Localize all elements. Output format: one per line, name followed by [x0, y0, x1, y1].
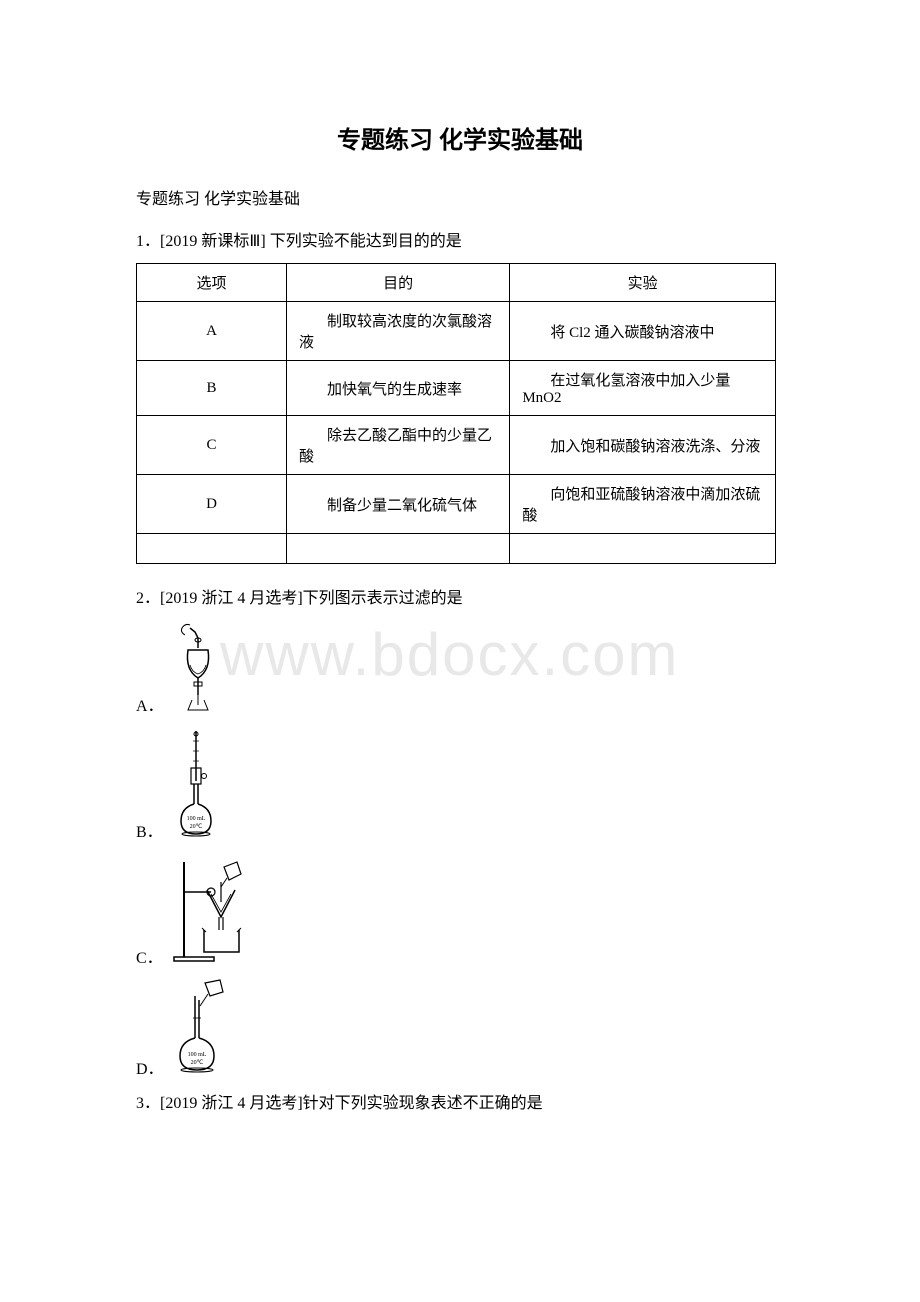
option-a-row: A．: [136, 620, 820, 720]
table-header: 目的: [287, 264, 510, 302]
table-row: C 除去乙酸乙酯中的少量乙酸 加入饱和碳酸钠溶液洗涤、分液: [137, 416, 776, 475]
question-2-prompt: 2．[2019 浙江 4 月选考]下列图示表示过滤的是: [100, 584, 820, 608]
table-cell: 制取较高浓度的次氯酸溶液: [287, 302, 510, 361]
option-d-label: D．: [136, 1055, 164, 1083]
table-cell: 制备少量二氧化硫气体: [287, 475, 510, 534]
table-cell: 向饱和亚硫酸钠溶液中滴加浓硫酸: [510, 475, 776, 534]
table-header: 实验: [510, 264, 776, 302]
option-a-label: A．: [136, 692, 164, 720]
table-cell: 在过氧化氢溶液中加入少量 MnO2: [510, 361, 776, 416]
separating-funnel-icon: [170, 620, 225, 720]
table-cell-empty: [137, 534, 287, 564]
table-cell: 除去乙酸乙酯中的少量乙酸: [287, 416, 510, 475]
question-1-prompt: 1．[2019 新课标Ⅲ] 下列实验不能达到目的的是: [100, 227, 820, 251]
subtitle-text: 专题练习 化学实验基础: [100, 185, 820, 209]
table-header: 选项: [137, 264, 287, 302]
svg-text:100 mL: 100 mL: [187, 1052, 206, 1058]
table-cell: B: [137, 361, 287, 416]
svg-text:100 mL: 100 mL: [186, 816, 205, 822]
page-title: 专题练习 化学实验基础: [100, 120, 820, 155]
table-cell-empty: [287, 534, 510, 564]
question-1-table: 选项 目的 实验 A 制取较高浓度的次氯酸溶液 将 Cl2 通入碳酸钠溶液中 B…: [136, 263, 776, 564]
table-header-row: 选项 目的 实验: [137, 264, 776, 302]
option-b-label: B．: [136, 818, 163, 846]
table-cell: 加快氧气的生成速率: [287, 361, 510, 416]
option-b-row: B． 100 mL 20℃: [136, 726, 820, 846]
table-row-empty: [137, 534, 776, 564]
table-cell: C: [137, 416, 287, 475]
table-row: A 制取较高浓度的次氯酸溶液 将 Cl2 通入碳酸钠溶液中: [137, 302, 776, 361]
option-c-row: C．: [136, 852, 820, 972]
option-d-row: D． 100 mL 20℃: [136, 978, 820, 1083]
table-cell: 将 Cl2 通入碳酸钠溶液中: [510, 302, 776, 361]
option-c-label: C．: [136, 944, 163, 972]
question-3-prompt: 3．[2019 浙江 4 月选考]针对下列实验现象表述不正确的是: [100, 1089, 820, 1113]
svg-text:20℃: 20℃: [189, 824, 202, 830]
table-cell: A: [137, 302, 287, 361]
volumetric-flask-thermometer-icon: 100 mL 20℃: [169, 726, 224, 846]
volumetric-flask-pour-icon: 100 mL 20℃: [170, 978, 235, 1083]
table-cell: D: [137, 475, 287, 534]
table-cell-empty: [510, 534, 776, 564]
svg-text:20℃: 20℃: [190, 1060, 203, 1066]
table-cell: 加入饱和碳酸钠溶液洗涤、分液: [510, 416, 776, 475]
table-row: B 加快氧气的生成速率 在过氧化氢溶液中加入少量 MnO2: [137, 361, 776, 416]
table-row: D 制备少量二氧化硫气体 向饱和亚硫酸钠溶液中滴加浓硫酸: [137, 475, 776, 534]
filtration-setup-icon: [169, 852, 259, 972]
